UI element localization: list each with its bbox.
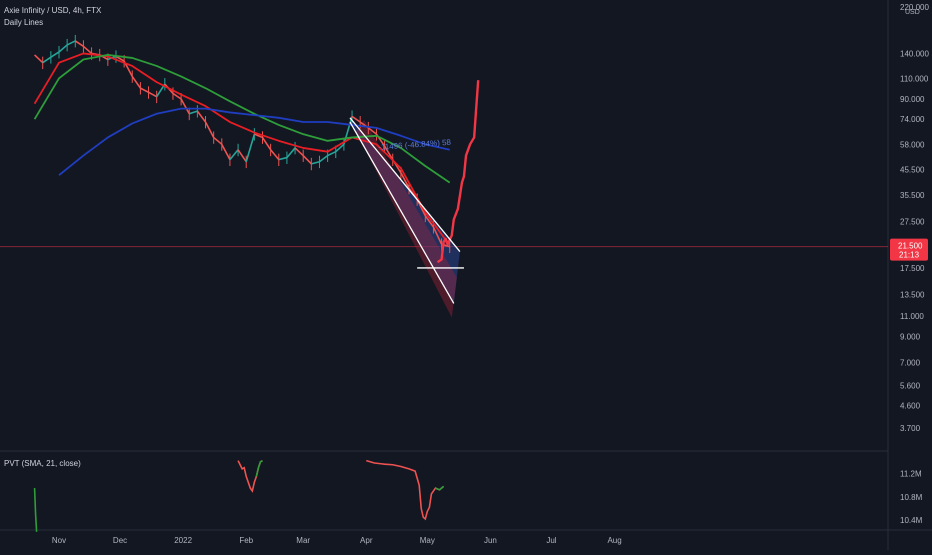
series-ma-mid	[33, 54, 451, 184]
price-segment	[140, 87, 149, 94]
price-segment	[383, 145, 394, 161]
last-price-badge	[890, 238, 928, 261]
time-axis-label: May	[420, 536, 435, 545]
price-segment	[221, 143, 231, 161]
pvt-line-up	[255, 459, 263, 477]
price-segment	[180, 98, 190, 115]
price-tick-label: 74.000	[900, 115, 925, 124]
series-ma-slow	[58, 107, 450, 176]
price-segment	[351, 115, 361, 123]
price-segment	[254, 133, 263, 139]
price-segment	[50, 51, 60, 58]
price-tick-label: 7.000	[900, 358, 921, 367]
price-segment	[115, 55, 125, 62]
price-segment	[302, 155, 312, 165]
time-axis-label: Jul	[546, 536, 556, 545]
price-tick-label: 220.000	[900, 3, 929, 12]
trendline-1	[349, 117, 461, 253]
price-tick-label: 9.000	[900, 333, 921, 342]
price-segment	[327, 150, 337, 157]
price-segment	[335, 143, 345, 153]
price-segment	[343, 116, 353, 145]
price-segment	[229, 149, 239, 161]
indicator-tick-label: 10.4M	[900, 516, 923, 525]
series-projection	[436, 80, 480, 264]
price-segment	[58, 44, 68, 53]
price-segment	[294, 147, 304, 157]
price-segment	[318, 154, 329, 163]
time-axis-label: Jun	[484, 536, 497, 545]
price-tick-label: 5.600	[900, 381, 921, 390]
indicator-title: PVT (SMA, 21, close)	[4, 459, 81, 468]
pvt-line	[33, 488, 38, 532]
currency-label: USD	[905, 9, 920, 16]
price-segment	[286, 147, 296, 159]
price-tick-label: 90.000	[900, 95, 925, 104]
price-tick-label: 27.500	[900, 217, 925, 226]
price-tick-label: 17.500	[900, 264, 925, 273]
price-segment	[245, 133, 256, 162]
time-axis-label: Mar	[296, 536, 310, 545]
price-segment	[82, 45, 93, 55]
price-segment	[424, 215, 435, 228]
countdown-label: 21:13	[899, 251, 920, 260]
price-tick-label: 4.600	[900, 402, 921, 411]
price-segment	[204, 121, 215, 138]
study-label: Daily Lines	[4, 18, 44, 27]
price-segment	[400, 172, 410, 189]
price-segment	[432, 226, 443, 245]
price-segment	[213, 136, 223, 145]
last-price-label: 21.500	[898, 242, 923, 251]
price-segment	[172, 92, 182, 100]
price-tick-label: 140.000	[900, 49, 929, 58]
time-axis-label: Apr	[360, 536, 373, 545]
price-segment	[261, 137, 272, 151]
channel-fill-blue	[350, 117, 460, 304]
indicator-tick-label: 11.2M	[900, 470, 922, 479]
price-segment	[188, 110, 198, 115]
price-segment	[270, 149, 280, 161]
price-segment	[148, 91, 158, 98]
time-axis-label: Feb	[239, 536, 253, 545]
time-axis-label: 2022	[174, 536, 192, 545]
trendline-2	[349, 121, 455, 304]
price-tick-label: 110.000	[900, 74, 929, 83]
time-axis-label: Aug	[607, 536, 621, 545]
price-segment	[66, 40, 76, 46]
pvt-line	[366, 459, 445, 521]
price-segment	[237, 149, 247, 163]
time-axis-label: Nov	[52, 536, 66, 545]
price-segment	[74, 40, 84, 47]
pvt-line-up	[435, 485, 445, 491]
price-tick-label: 58.000	[900, 140, 925, 149]
price-segment	[196, 110, 207, 123]
price-tick-label: 35.500	[900, 191, 925, 200]
price-segment	[42, 56, 52, 64]
price-segment	[367, 127, 377, 135]
price-segment	[34, 54, 44, 64]
chart-title: Axie Infinity / USD, 4h, FTX	[4, 6, 102, 15]
price-tick-label: 13.500	[900, 291, 925, 300]
price-segment	[278, 156, 288, 161]
price-tick-label: 11.000	[900, 312, 924, 321]
price-segment	[311, 160, 320, 165]
price-tick-label: 45.500	[900, 165, 925, 174]
price-tick-label: 3.700	[900, 424, 921, 433]
time-axis-label: Dec	[113, 536, 127, 545]
price-segment	[131, 75, 142, 89]
indicator-tick-label: 10.8M	[900, 493, 923, 502]
